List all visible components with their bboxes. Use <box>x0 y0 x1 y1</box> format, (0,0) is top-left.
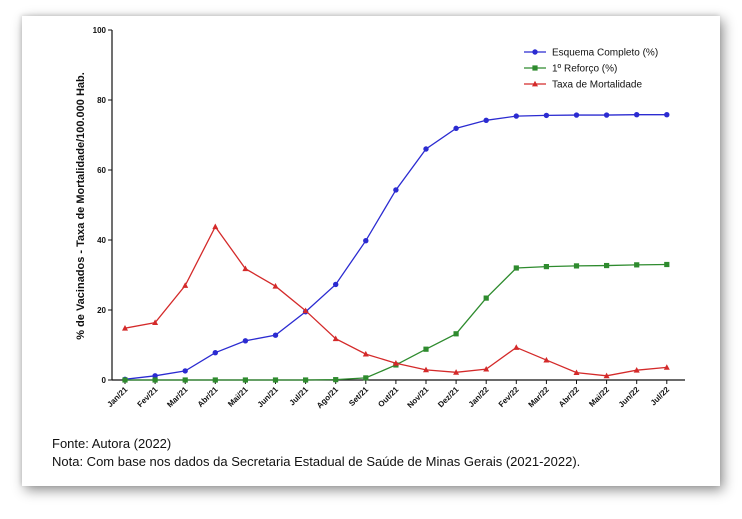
legend: Esquema Completo (%) 1º Reforço (%) Taxa d… <box>524 48 658 91</box>
x-tick-label: Fev/21 <box>136 385 160 409</box>
legend-marker <box>532 80 538 87</box>
y-tick-label: 60 <box>97 166 106 175</box>
data-point <box>212 350 218 356</box>
data-point <box>453 125 459 132</box>
legend-item: Esquema Completo (%) <box>524 48 658 59</box>
series-line <box>124 225 667 377</box>
data-point <box>543 356 550 363</box>
data-note: Nota: Com base nos dados da Secretaria E… <box>52 454 581 469</box>
data-point <box>664 261 670 268</box>
data-point <box>363 375 369 381</box>
data-point <box>212 377 218 383</box>
data-point <box>573 112 580 118</box>
data-point <box>513 344 520 350</box>
data-point <box>182 282 189 288</box>
series-3 <box>122 223 670 379</box>
x-tick-label: Mar/22 <box>527 385 552 410</box>
data-point <box>333 281 339 288</box>
x-tick-label: Mai/22 <box>587 385 611 409</box>
data-point <box>122 325 128 331</box>
x-tick-label: Jul/22 <box>649 385 672 408</box>
data-point <box>362 350 369 357</box>
series-line <box>124 114 667 380</box>
legend-item: 1º Reforço (%) <box>524 64 617 75</box>
data-point <box>272 283 279 289</box>
x-tick-label: Fev/22 <box>497 385 521 409</box>
y-tick-label: 20 <box>97 306 106 315</box>
data-point <box>302 307 309 314</box>
data-point <box>272 332 279 338</box>
data-point <box>272 377 279 383</box>
x-tick-label: Jun/22 <box>617 385 642 410</box>
data-point <box>483 365 490 372</box>
data-point <box>122 377 128 383</box>
data-point <box>634 112 640 118</box>
data-point <box>152 319 159 325</box>
x-tick-label: Jan/21 <box>105 385 129 409</box>
x-tick-label: Nov/21 <box>405 385 430 410</box>
data-point <box>603 372 610 379</box>
data-point <box>423 366 429 373</box>
x-tick-label: Abr/21 <box>196 385 220 409</box>
x-tick-label: Mai/21 <box>226 385 250 409</box>
x-tick-label: Jun/21 <box>256 385 281 410</box>
y-axis-title: % de Vacinados - Taxa de Mortalidade/100… <box>75 72 87 340</box>
data-point <box>573 369 580 376</box>
data-point <box>604 262 610 269</box>
data-point <box>242 338 249 344</box>
legend-label: Taxa de Mortalidade <box>552 80 642 91</box>
data-point <box>664 112 670 118</box>
y-tick-label: 40 <box>97 236 106 245</box>
data-point <box>152 377 158 383</box>
data-point <box>453 331 459 337</box>
data-point <box>663 364 670 370</box>
data-point <box>303 377 309 383</box>
x-tick-label: Set/21 <box>347 385 370 408</box>
x-tick-label: Mar/21 <box>165 385 190 410</box>
data-point <box>633 367 640 373</box>
data-point <box>483 295 489 301</box>
x-tick-label: Dez/21 <box>436 385 461 410</box>
x-tick-label: Out/21 <box>376 385 400 409</box>
y-tick-label: 0 <box>102 376 107 385</box>
data-point <box>634 262 640 268</box>
legend-marker <box>532 49 538 55</box>
data-point <box>242 265 249 272</box>
figure-card <box>22 16 720 486</box>
legend-marker <box>532 65 538 71</box>
y-tick-label: 80 <box>97 96 106 105</box>
legend-label: 1º Reforço (%) <box>552 64 617 75</box>
data-point <box>393 187 399 193</box>
data-point <box>363 238 369 244</box>
data-point <box>333 377 339 383</box>
legend-item: Taxa de Mortalidade <box>524 80 642 91</box>
data-point <box>513 113 519 119</box>
data-point <box>423 146 429 152</box>
data-point <box>152 373 158 379</box>
y-tick-label: 100 <box>93 26 107 35</box>
data-point <box>182 368 188 374</box>
data-point <box>543 112 550 119</box>
x-tick-label: Jul/21 <box>288 385 311 408</box>
data-point <box>392 360 399 366</box>
legend-label: Esquema Completo (%) <box>552 48 658 59</box>
data-point <box>182 377 188 383</box>
data-point <box>603 112 610 118</box>
data-point <box>423 346 429 352</box>
x-tick-label: Jan/22 <box>467 385 491 409</box>
data-point <box>212 223 219 230</box>
data-point <box>242 377 248 383</box>
data-point <box>573 263 580 269</box>
data-point <box>483 117 489 124</box>
data-point <box>332 335 339 342</box>
series-layer <box>122 112 670 383</box>
source-note: Fonte: Autora (2022) <box>52 436 172 451</box>
data-point <box>513 265 519 271</box>
x-tick-label: Abr/22 <box>557 385 581 409</box>
data-point <box>543 264 549 270</box>
x-tick-label: Ago/21 <box>315 385 341 411</box>
data-point <box>453 369 460 375</box>
